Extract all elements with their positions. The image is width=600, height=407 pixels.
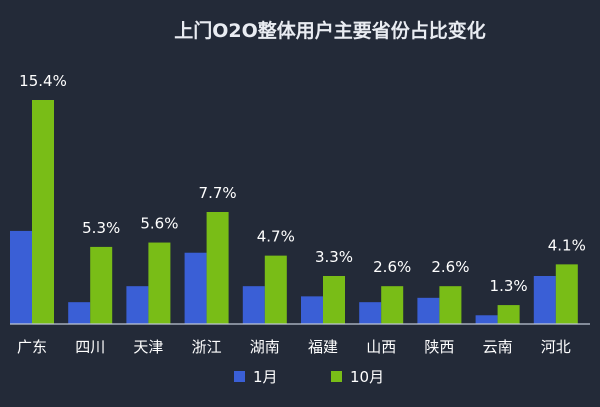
bar-四川-10月 bbox=[90, 246, 113, 324]
category-labels-group: 广东 四川 天津 浙江 湖南 福建 山西 陕西 云南 河北 bbox=[17, 338, 571, 356]
value-label-河北: 4.1% bbox=[548, 236, 586, 254]
bar-山西-1月 bbox=[359, 302, 382, 324]
category-label-陕西: 陕西 bbox=[424, 338, 454, 356]
value-label-湖南: 4.7% bbox=[257, 228, 295, 246]
category-label-湖南: 湖南 bbox=[250, 338, 280, 356]
legend-label-10月: 10月 bbox=[350, 368, 384, 386]
value-label-浙江: 7.7% bbox=[199, 184, 237, 202]
category-label-云南: 云南 bbox=[483, 338, 513, 356]
bar-浙江-1月 bbox=[184, 252, 207, 324]
value-label-天津: 5.6% bbox=[140, 215, 178, 233]
chart-title: 上门O2O整体用户主要省份占比变化 bbox=[174, 19, 486, 42]
category-label-山西: 山西 bbox=[366, 338, 396, 356]
bar-天津-10月 bbox=[148, 242, 171, 324]
category-label-福建: 福建 bbox=[308, 338, 338, 356]
bar-陕西-10月 bbox=[439, 286, 462, 324]
bar-云南-1月 bbox=[475, 315, 498, 324]
category-label-天津: 天津 bbox=[133, 338, 163, 356]
bar-湖南-10月 bbox=[264, 255, 287, 324]
value-label-广东: 15.4% bbox=[19, 72, 67, 90]
value-labels-group: 15.4% 5.3% 5.6% 7.7% 4.7% 3.3% 2.6% 2.6% 1.3% 4.1… bbox=[19, 72, 586, 295]
category-label-广东: 广东 bbox=[17, 338, 47, 356]
legend-swatch-10月 bbox=[331, 371, 342, 382]
bars-group bbox=[10, 100, 578, 324]
category-label-河北: 河北 bbox=[541, 338, 571, 356]
bar-福建-1月 bbox=[301, 296, 323, 324]
bar-广东-10月 bbox=[32, 100, 54, 324]
bar-福建-10月 bbox=[323, 276, 345, 324]
bar-广东-1月 bbox=[10, 230, 32, 324]
category-label-浙江: 浙江 bbox=[192, 338, 222, 356]
bar-河北-10月 bbox=[555, 264, 578, 324]
bar-山西-10月 bbox=[381, 286, 404, 324]
legend-swatch-1月 bbox=[234, 371, 245, 382]
bar-云南-10月 bbox=[497, 305, 520, 324]
value-label-山西: 2.6% bbox=[373, 258, 411, 276]
value-label-四川: 5.3% bbox=[82, 219, 120, 237]
value-label-福建: 3.3% bbox=[315, 248, 353, 266]
value-label-云南: 1.3% bbox=[490, 277, 528, 295]
bar-陕西-1月 bbox=[417, 297, 440, 324]
bar-天津-1月 bbox=[126, 286, 149, 324]
legend: 1月 10月 bbox=[234, 368, 384, 386]
legend-label-1月: 1月 bbox=[253, 368, 278, 386]
value-label-陕西: 2.6% bbox=[431, 258, 469, 276]
bar-四川-1月 bbox=[68, 302, 91, 324]
category-label-四川: 四川 bbox=[75, 338, 105, 356]
bar-河北-1月 bbox=[533, 276, 556, 324]
bar-湖南-1月 bbox=[242, 286, 265, 324]
bar-浙江-10月 bbox=[206, 212, 229, 324]
